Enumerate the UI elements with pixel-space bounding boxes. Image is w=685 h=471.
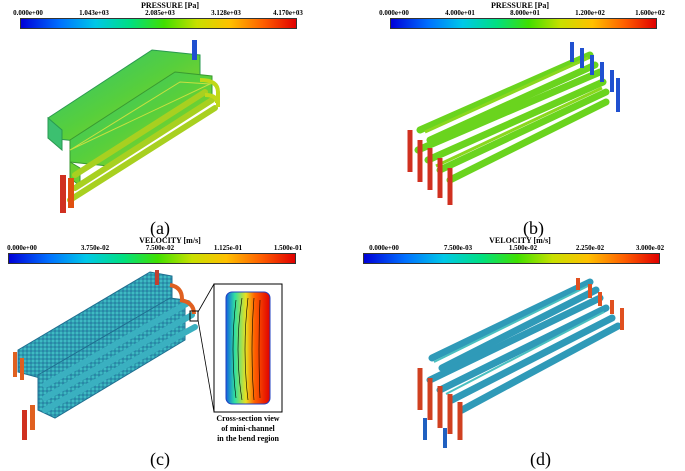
inset-caption-line: of mini-channel [221, 424, 275, 433]
colorbar-tick: 4.000e+01 [445, 9, 475, 17]
colorbar-gradient [20, 18, 297, 29]
colorbar-title: PRESSURE [Pa] [490, 1, 549, 10]
colorbar-tick: 2.250e-02 [575, 244, 605, 252]
panel-a-geometry [47, 40, 220, 213]
colorbar-tick: 1.600e+02 [635, 9, 665, 17]
colorbar-gradient [363, 253, 660, 264]
inset-caption: Cross-section view of mini-channel in th… [206, 414, 290, 444]
cross-section-inset [189, 283, 283, 413]
panel-label-a: (a) [150, 218, 170, 238]
colorbar-tick: 0.000e+00 [379, 9, 409, 17]
colorbar-title: VELOCITY [m/s] [139, 236, 201, 245]
colorbar-tick: 8.000e+01 [510, 9, 540, 17]
colorbar-tick: 0.000e+00 [13, 9, 43, 17]
colorbar-tick: 7.500e-02 [145, 244, 175, 252]
colorbar-tick: 3.128e+03 [211, 9, 241, 17]
colorbar-tick: 3.750e-02 [80, 244, 110, 252]
panel-label-d: (d) [530, 449, 551, 469]
panel-label-b: (b) [523, 218, 544, 238]
colorbar-tick: 1.043e+03 [79, 9, 109, 17]
colorbar-tick: 1.125e-01 [213, 244, 243, 252]
colorbar-gradient [390, 18, 657, 29]
panel-c-geometry [13, 270, 198, 440]
colorbar-tick: 0.000e+00 [369, 244, 399, 252]
inset-caption-line: in the bend region [217, 434, 279, 443]
colorbar-tick: 1.200e+02 [575, 9, 605, 17]
colorbar-tick: 1.500e-01 [273, 244, 303, 252]
colorbar-tick: 0.000e+00 [7, 244, 37, 252]
colorbar-title: PRESSURE [Pa] [140, 1, 199, 10]
panel-b-geometry [407, 42, 620, 205]
colorbar-tick: 7.500e-03 [443, 244, 473, 252]
colorbar-tick: 3.000e-02 [635, 244, 665, 252]
colorbar-gradient [8, 253, 296, 264]
colorbar-tick: 1.500e-02 [508, 244, 538, 252]
colorbar-tick: 4.170e+03 [273, 9, 303, 17]
panel-label-c: (c) [150, 449, 170, 469]
colorbar-tick: 2.085e+03 [145, 9, 175, 17]
colorbar-title: VELOCITY [m/s] [489, 236, 551, 245]
panel-d-geometry [417, 278, 624, 448]
inset-caption-line: Cross-section view [216, 414, 280, 423]
